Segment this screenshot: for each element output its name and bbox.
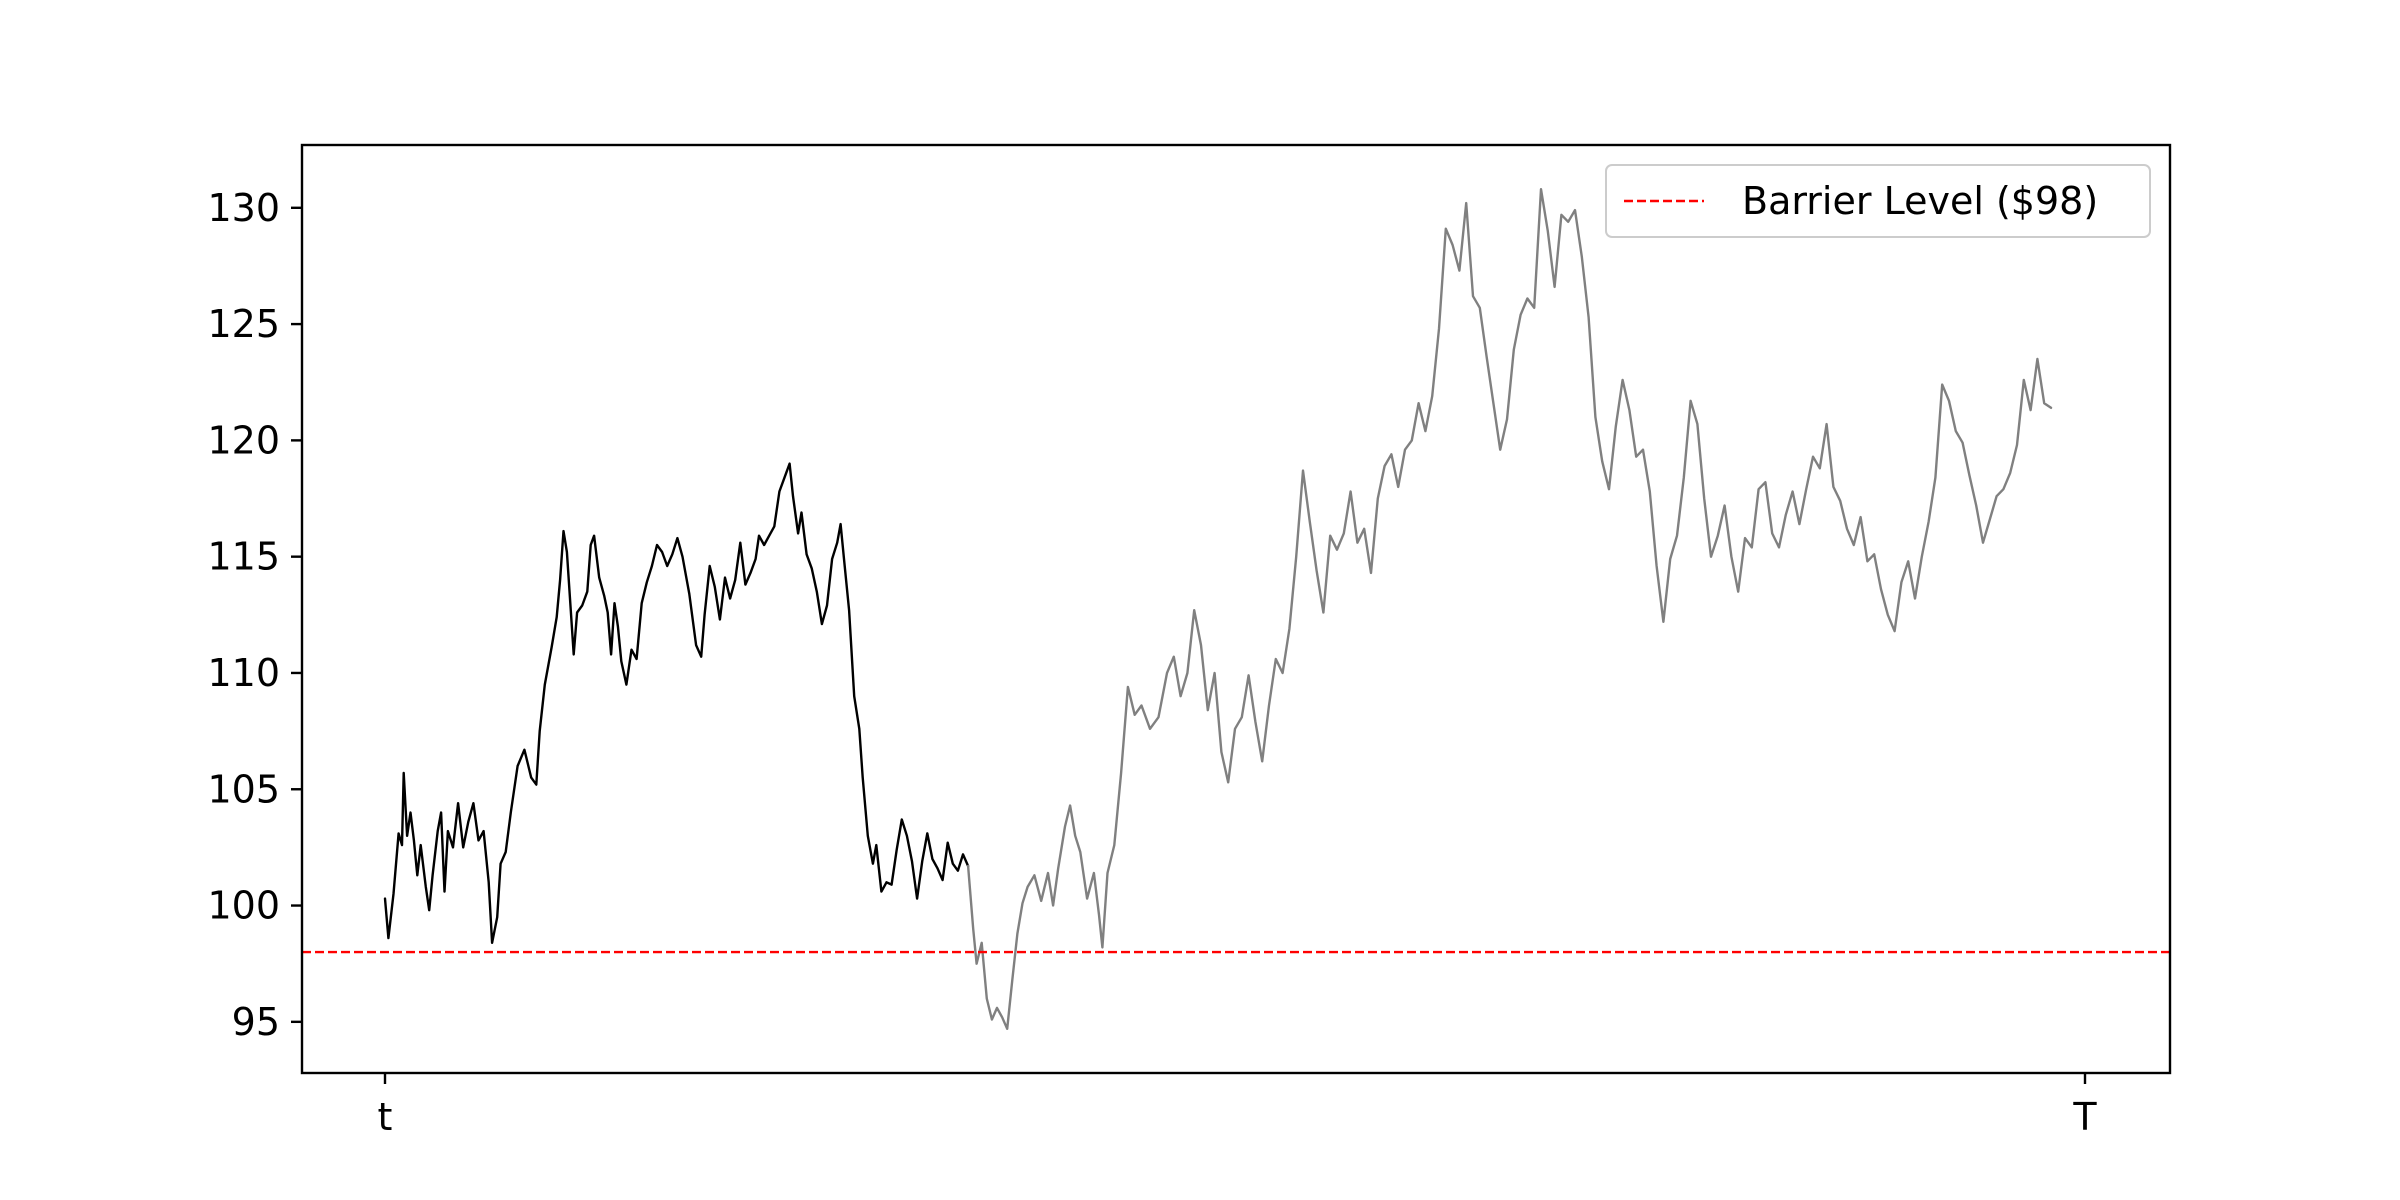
plot-content <box>302 188 2170 1030</box>
x-tick-label: T <box>2072 1095 2097 1139</box>
legend-label-barrier: Barrier Level ($98) <box>1742 179 2098 223</box>
y-tick-label: 105 <box>207 767 280 811</box>
axes-frame <box>300 143 2172 1075</box>
plot-area <box>302 188 2170 1030</box>
y-tick-label: 120 <box>207 418 280 462</box>
y-tick-label: 130 <box>207 186 280 230</box>
y-tick-label: 95 <box>232 1000 280 1044</box>
y-tick-label: 115 <box>207 535 280 579</box>
axes: 95 100 105 110 115 120 125 130 t T <box>207 143 2172 1139</box>
legend: Barrier Level ($98) <box>1605 164 2151 238</box>
y-tick-label: 110 <box>207 651 280 695</box>
series-line-observed <box>383 462 970 944</box>
series-line-simulated <box>966 188 2053 1030</box>
y-tick-label: 125 <box>207 302 280 346</box>
y-tick-label: 100 <box>207 884 280 928</box>
x-tick-label: t <box>378 1095 393 1139</box>
legend-box <box>1605 164 2151 238</box>
